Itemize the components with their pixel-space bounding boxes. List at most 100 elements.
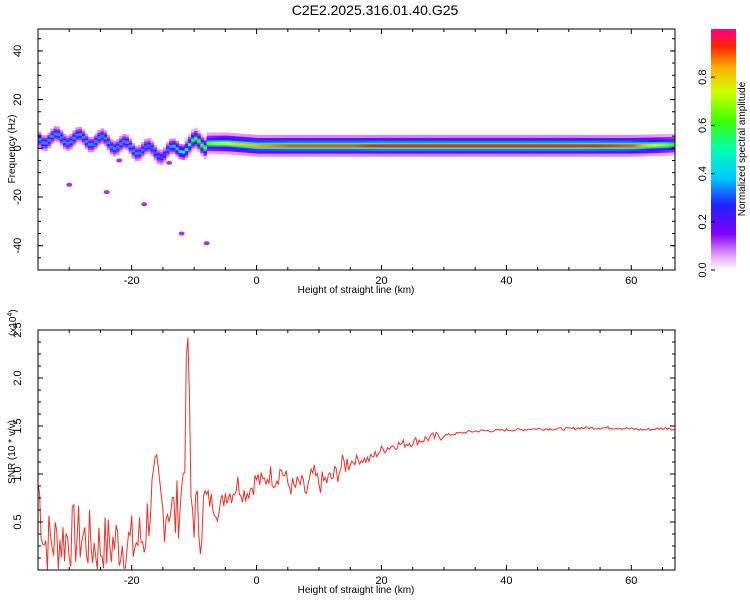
spectrogram-cell xyxy=(581,144,585,148)
spectrogram-cell xyxy=(631,144,635,148)
spectrogram-cell xyxy=(384,144,389,148)
spectrogram-cell xyxy=(147,144,151,148)
spectrogram-cell xyxy=(556,144,560,148)
spectrogram-cell xyxy=(418,144,423,148)
spectrogram-cell xyxy=(356,144,360,148)
spectrogram-cell xyxy=(456,144,460,148)
spectrogram-cell xyxy=(297,144,301,148)
spectrogram-ytick-label: 20 xyxy=(12,93,24,105)
colorbar-label: Normalized spectral amplitude xyxy=(737,81,748,216)
spectrogram-cell xyxy=(206,141,211,145)
spectrogram-xtick-label: 20 xyxy=(375,275,387,287)
spectrogram-cell xyxy=(156,154,161,158)
spectrogram-cell xyxy=(500,144,504,148)
spectrogram-cell xyxy=(322,144,326,148)
spectrogram-cell xyxy=(521,144,526,148)
spectrogram-cell xyxy=(571,144,576,148)
spectrogram-cell xyxy=(534,144,538,148)
spectrogram-cell xyxy=(490,144,495,148)
spectrogram-cell xyxy=(403,144,407,148)
spectrogram-cell xyxy=(637,144,641,148)
spectrogram-cell xyxy=(600,144,604,148)
spectrogram-cell xyxy=(393,144,398,148)
snr-series-line xyxy=(38,337,675,570)
snr-ytick-label: 1.0 xyxy=(12,466,24,481)
spectrogram-cell xyxy=(250,143,254,147)
spectrogram-noise-blob xyxy=(103,190,110,195)
spectrogram-cell xyxy=(247,143,251,147)
spectrogram-cell xyxy=(103,136,108,140)
spectrogram-cell xyxy=(262,144,267,148)
spectrogram-cell xyxy=(203,146,207,150)
spectrogram-cell xyxy=(315,144,320,148)
colorbar-tick-label: 0.4 xyxy=(697,166,709,181)
spectrogram-cell xyxy=(353,144,357,148)
spectrogram-cell xyxy=(643,144,648,147)
spectrogram-cell xyxy=(172,144,176,148)
spectrogram-cell xyxy=(265,144,270,148)
spectrogram-cell xyxy=(518,144,523,148)
spectrogram-cell xyxy=(225,141,229,145)
spectrogram-cell xyxy=(62,140,67,144)
spectrogram-cell xyxy=(141,148,145,152)
spectrogram-cell xyxy=(197,139,201,143)
spectrogram-cell xyxy=(372,144,376,148)
spectrogram-cell xyxy=(431,144,435,148)
spectrogram-cell xyxy=(215,141,220,145)
spectrogram-cell xyxy=(618,144,623,148)
snr-ytick-label: 2.5 xyxy=(12,322,24,337)
spectrogram-cell xyxy=(256,144,261,148)
spectrogram-cell xyxy=(462,144,467,148)
spectrogram-cell xyxy=(290,144,295,148)
spectrogram-cell xyxy=(634,144,638,148)
snr-xtick-label: 60 xyxy=(625,575,637,587)
spectrogram-cell xyxy=(465,144,470,148)
spectrogram-cell xyxy=(503,144,507,148)
spectrogram-cell xyxy=(44,141,48,145)
spectrogram-cell xyxy=(662,143,666,147)
spectrogram-cell xyxy=(368,144,373,148)
spectrogram-cell xyxy=(400,144,404,148)
spectrogram-cell xyxy=(562,144,567,148)
spectrogram-cell xyxy=(409,144,414,148)
spectrogram-cell xyxy=(159,155,164,159)
spectrogram-cell xyxy=(528,144,532,148)
spectrogram-cell xyxy=(550,144,554,148)
spectrogram-cell xyxy=(559,144,563,148)
colorbar-ticks: 0.0 0.2 0.4 0.6 0.8 xyxy=(697,70,715,278)
spectrogram-cell xyxy=(628,144,632,148)
spectrogram-cell xyxy=(646,143,651,147)
spectrogram-ytick-label: -40 xyxy=(12,238,24,254)
spectrogram-cell xyxy=(546,144,551,148)
spectrogram-ticks: -20 0 20 40 60 -40 -20 0 20 40 xyxy=(12,29,675,287)
spectrogram-cell xyxy=(119,142,123,146)
spectrogram-cell xyxy=(437,144,442,148)
snr-xtick-label: -20 xyxy=(124,575,140,587)
spectrogram-plot: -20 0 20 40 60 -40 -20 0 20 40 Height of straight… xyxy=(7,28,676,296)
colorbar-tick-label: 0.0 xyxy=(697,262,709,277)
spectrogram-cell xyxy=(478,144,482,148)
spectrogram-cell xyxy=(412,144,417,148)
spectrogram-cell xyxy=(606,144,610,148)
spectrogram-noise-blob xyxy=(141,202,148,207)
spectrogram-cell xyxy=(428,144,432,148)
spectrogram-cell xyxy=(200,143,204,147)
spectrogram-xtick-label: 40 xyxy=(500,275,512,287)
spectrogram-cell xyxy=(72,136,76,140)
spectrogram-cell xyxy=(337,144,342,148)
spectrogram-cell xyxy=(578,144,582,148)
spectrogram-cell xyxy=(453,144,457,148)
spectrogram-cell xyxy=(212,141,217,145)
snr-marks xyxy=(38,337,675,570)
colorbar: 0.0 0.2 0.4 0.6 0.8 Normalized spectral ampl… xyxy=(697,29,748,278)
spectrogram-cell xyxy=(328,144,332,148)
spectrogram-cell xyxy=(640,144,645,148)
snr-xtick-label: 0 xyxy=(254,575,260,587)
spectrogram-cell xyxy=(272,144,276,148)
spectrogram-cell xyxy=(325,144,329,148)
spectrogram-cell xyxy=(512,144,517,148)
spectrogram-cell xyxy=(287,144,292,148)
spectrogram-cell xyxy=(625,144,629,148)
spectrogram-noise-blob xyxy=(178,231,185,236)
